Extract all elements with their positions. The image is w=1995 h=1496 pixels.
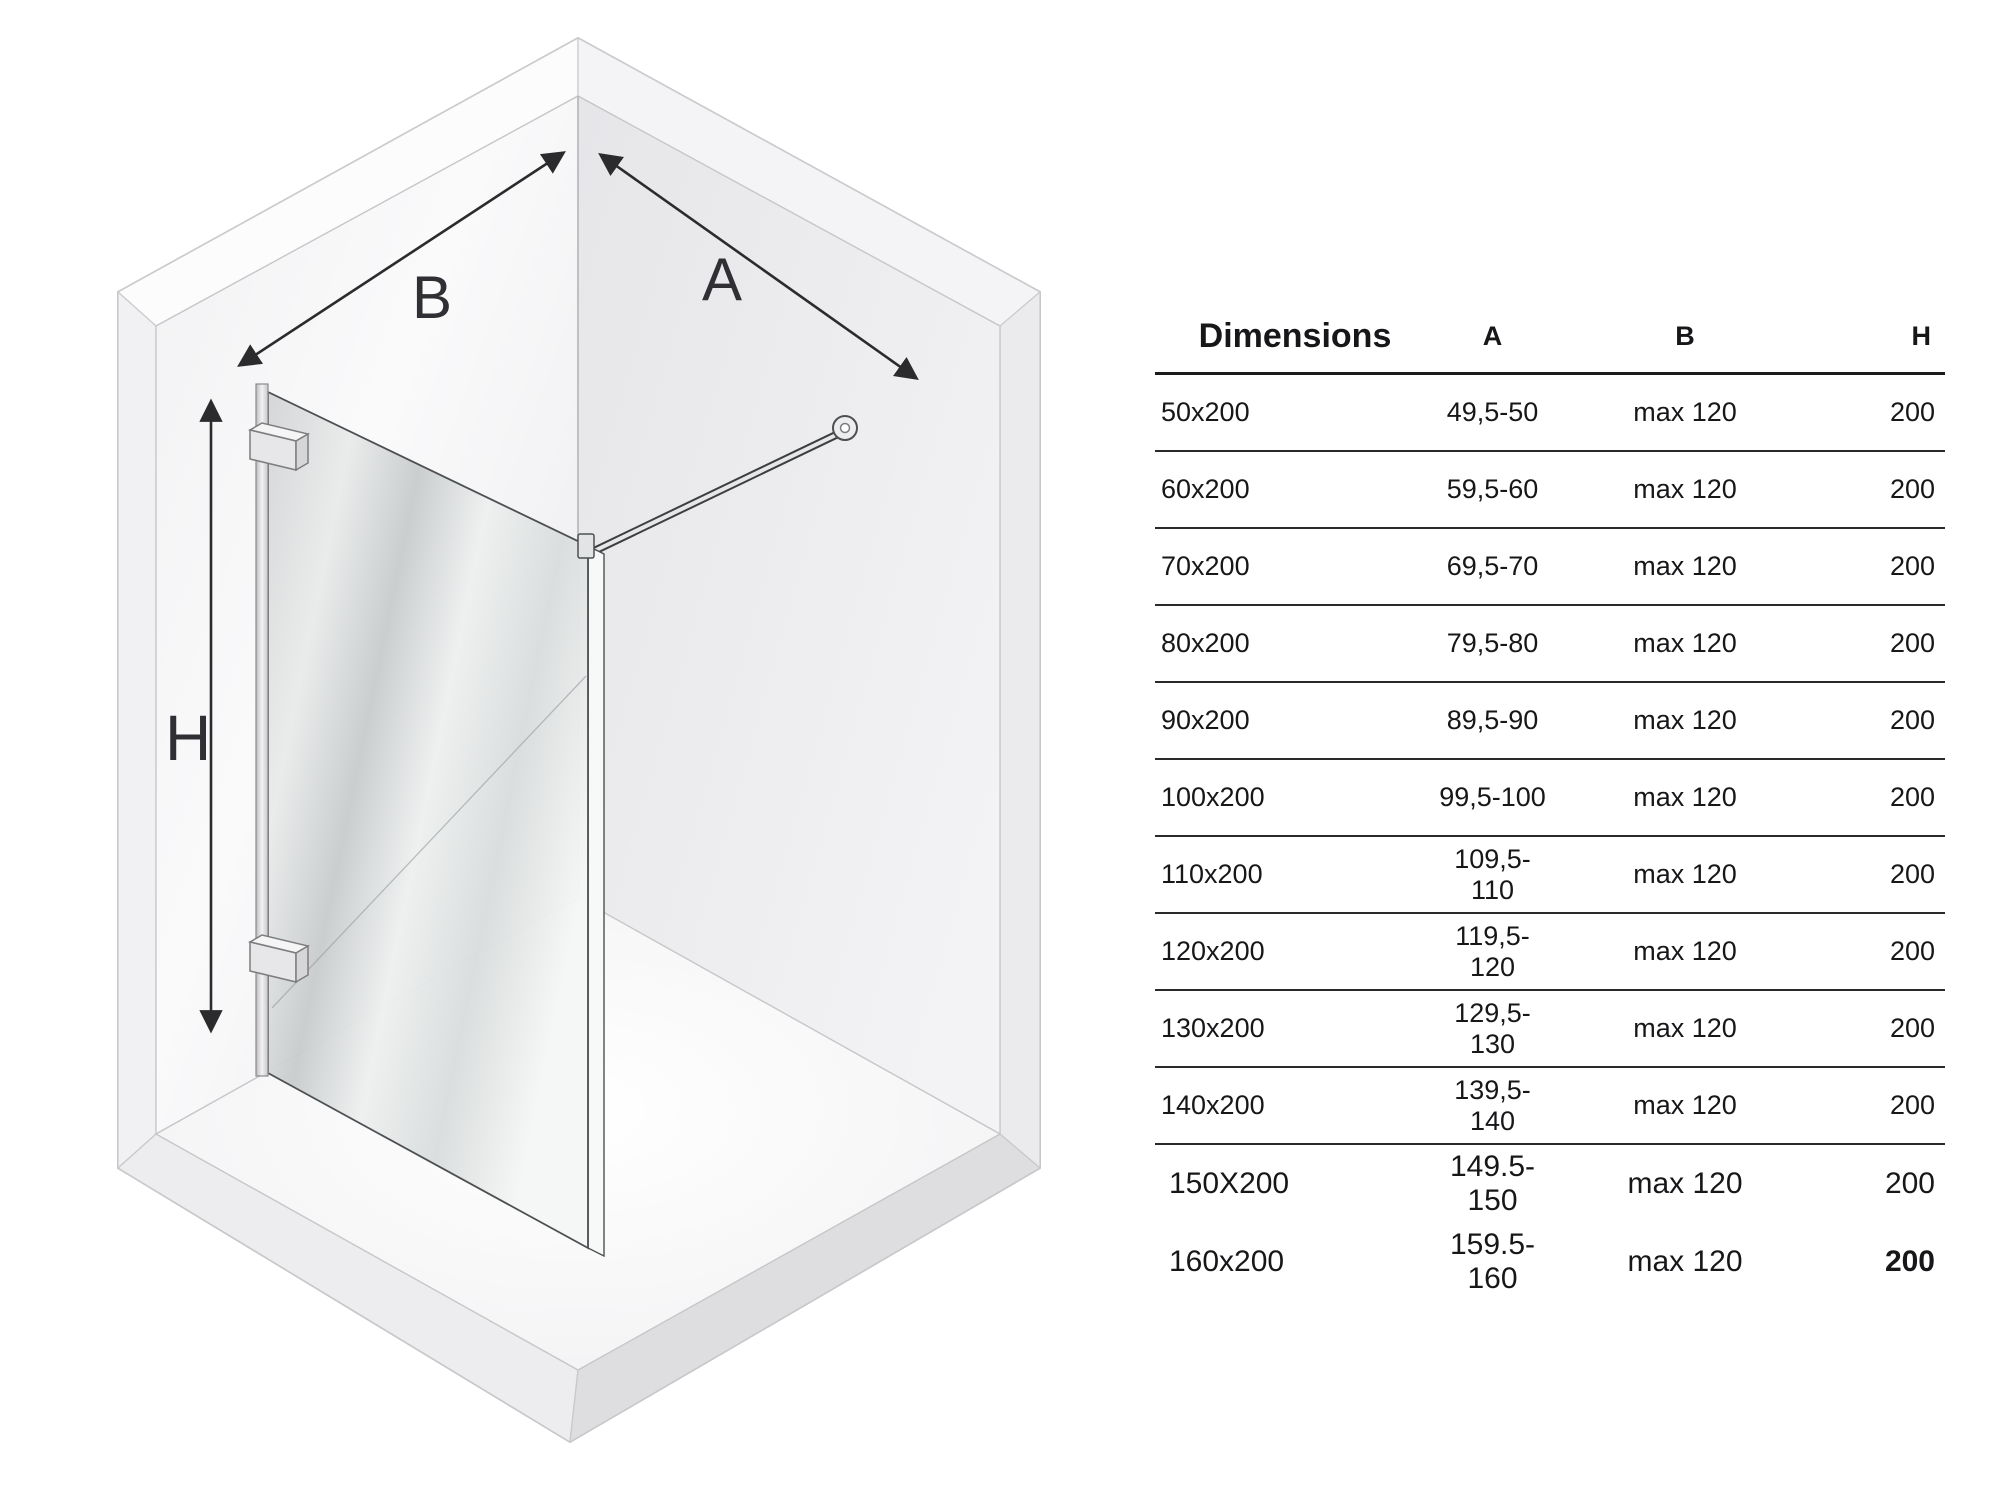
header-dimensions: Dimensions <box>1198 316 1392 355</box>
cell-size: 120x200 <box>1161 936 1265 966</box>
cell-size: 140x200 <box>1161 1090 1265 1120</box>
cell-h: 200 <box>1889 551 1935 581</box>
bar-connector-icon <box>577 533 595 559</box>
cell-b: max 120 <box>1633 1013 1737 1043</box>
cell-h: 200 <box>1889 705 1935 735</box>
cell-size: 90x200 <box>1161 705 1250 735</box>
cell-h: 200 <box>1889 628 1935 658</box>
cell-a: 109,5-110 <box>1454 843 1531 905</box>
cell-a: 139,5-140 <box>1454 1074 1531 1136</box>
cell-size: 130x200 <box>1161 1013 1265 1043</box>
table-row: 140x200 139,5-140 max 120 200 <box>1155 1068 1945 1145</box>
bracket-top-icon <box>248 422 310 472</box>
cell-b: max 120 <box>1633 551 1737 581</box>
cell-a: 69,5-70 <box>1446 551 1539 581</box>
glass-panel <box>267 390 605 1258</box>
cell-size: 100x200 <box>1161 782 1265 812</box>
dimension-arrow-a <box>598 152 919 381</box>
cell-size: 70x200 <box>1161 551 1250 581</box>
cell-size: 60x200 <box>1161 474 1250 504</box>
wall-mount-icon <box>832 415 858 441</box>
table-row: 150X200 149.5-150 max 120 200 <box>1155 1145 1945 1223</box>
cell-h: 200 <box>1884 1167 1935 1200</box>
label-width-a: A <box>702 246 742 313</box>
cell-a: 119,5-120 <box>1455 920 1530 982</box>
dimension-arrow-b <box>237 151 566 367</box>
cell-h: 200 <box>1889 474 1935 504</box>
cell-size: 80x200 <box>1161 628 1250 658</box>
wall-band-left <box>117 290 157 1170</box>
cell-h: 200 <box>1889 782 1935 812</box>
cell-b: max 120 <box>1627 1245 1743 1278</box>
cell-a: 99,5-100 <box>1439 782 1546 812</box>
label-height-h: H <box>165 702 211 774</box>
shower-isometric-drawing: B A H <box>116 36 1042 1444</box>
header-h: H <box>1911 320 1932 351</box>
header-a: A <box>1482 320 1503 351</box>
cell-b: max 120 <box>1633 1090 1737 1120</box>
header-b: B <box>1675 320 1695 351</box>
cell-b: max 120 <box>1633 782 1737 812</box>
support-bar <box>588 415 858 556</box>
table-row: 60x200 59,5-60 max 120 200 <box>1155 452 1945 529</box>
cell-size: 50x200 <box>1161 397 1250 427</box>
cell-a: 129,5-130 <box>1454 997 1531 1059</box>
table-body: 50x200 49,5-50 max 120 200 60x200 59,5-6… <box>1155 375 1945 1301</box>
cell-a: 149.5-150 <box>1449 1150 1536 1217</box>
cell-size: 150X200 <box>1169 1167 1290 1200</box>
cell-h: 200 <box>1889 936 1935 966</box>
cell-b: max 120 <box>1633 705 1737 735</box>
cell-a: 79,5-80 <box>1446 628 1539 658</box>
cell-a: 89,5-90 <box>1446 705 1539 735</box>
table-row: 130x200 129,5-130 max 120 200 <box>1155 991 1945 1068</box>
cell-h: 200 <box>1884 1245 1935 1278</box>
cell-b: max 120 <box>1633 936 1737 966</box>
wall-band-right <box>999 290 1041 1170</box>
cell-b: max 120 <box>1633 474 1737 504</box>
table-row: 50x200 49,5-50 max 120 200 <box>1155 375 1945 452</box>
cell-size: 110x200 <box>1161 859 1263 889</box>
wall-profile <box>255 383 269 1077</box>
table-row: 100x200 99,5-100 max 120 200 <box>1155 760 1945 837</box>
cell-a: 159.5-160 <box>1449 1228 1536 1295</box>
table-header-row: Dimensions A B H <box>1155 300 1945 375</box>
table-row: 80x200 79,5-80 max 120 200 <box>1155 606 1945 683</box>
cell-h: 200 <box>1889 1013 1935 1043</box>
cell-b: max 120 <box>1633 859 1737 889</box>
cell-size: 160x200 <box>1169 1245 1285 1278</box>
label-width-b: B <box>412 264 452 331</box>
cell-b: max 120 <box>1627 1167 1743 1200</box>
cell-a: 49,5-50 <box>1446 397 1539 427</box>
cell-a: 59,5-60 <box>1446 474 1539 504</box>
cell-h: 200 <box>1889 397 1935 427</box>
shower-diagram: B A H <box>116 36 1042 1444</box>
table-row: 120x200 119,5-120 max 120 200 <box>1155 914 1945 991</box>
table-row: 110x200 109,5-110 max 120 200 <box>1155 837 1945 914</box>
cell-b: max 120 <box>1633 628 1737 658</box>
dimensions-table: Dimensions A B H 50x200 49,5-50 max 120 … <box>1155 300 1945 1301</box>
table-row: 160x200 159.5-160 max 120 200 <box>1155 1223 1945 1301</box>
table-row: 90x200 89,5-90 max 120 200 <box>1155 683 1945 760</box>
cell-h: 200 <box>1889 859 1935 889</box>
cell-b: max 120 <box>1633 397 1737 427</box>
bracket-bottom-icon <box>248 934 310 984</box>
cell-h: 200 <box>1889 1090 1935 1120</box>
table-row: 70x200 69,5-70 max 120 200 <box>1155 529 1945 606</box>
